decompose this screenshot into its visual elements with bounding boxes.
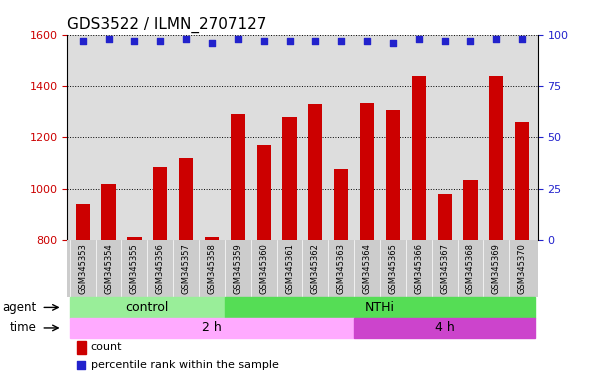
Text: GSM345369: GSM345369 — [492, 243, 501, 294]
Text: GSM345364: GSM345364 — [362, 243, 371, 294]
Text: GSM345363: GSM345363 — [337, 243, 346, 294]
Point — [207, 40, 217, 46]
Bar — [489, 76, 503, 384]
Point — [285, 38, 295, 44]
Bar — [179, 158, 193, 384]
Bar — [309, 104, 323, 384]
Point — [336, 38, 346, 44]
Point — [233, 36, 243, 42]
Point — [155, 38, 165, 44]
Point — [104, 36, 114, 42]
Text: GSM345360: GSM345360 — [259, 243, 268, 294]
Bar — [101, 184, 115, 384]
Point — [310, 38, 320, 44]
Bar — [257, 145, 271, 384]
Text: GSM345358: GSM345358 — [208, 243, 216, 294]
Text: GSM345362: GSM345362 — [311, 243, 320, 294]
Text: GSM345370: GSM345370 — [518, 243, 527, 294]
Text: GSM345355: GSM345355 — [130, 243, 139, 294]
Text: count: count — [90, 342, 122, 352]
Text: control: control — [126, 301, 169, 314]
Point — [440, 38, 450, 44]
Bar — [225, 297, 535, 318]
Bar — [70, 318, 354, 338]
Text: 2 h: 2 h — [202, 321, 222, 334]
Bar — [76, 204, 90, 384]
Point — [181, 36, 191, 42]
Point — [518, 36, 527, 42]
Bar — [360, 103, 374, 384]
Point — [78, 38, 87, 44]
Text: GDS3522 / ILMN_2707127: GDS3522 / ILMN_2707127 — [67, 17, 266, 33]
Bar — [463, 180, 478, 384]
Bar — [76, 341, 86, 354]
Text: GSM345361: GSM345361 — [285, 243, 294, 294]
Text: GSM345357: GSM345357 — [181, 243, 191, 294]
Point — [388, 40, 398, 46]
Text: time: time — [10, 321, 37, 334]
Bar — [153, 167, 167, 384]
Point — [414, 36, 423, 42]
Bar — [231, 114, 245, 384]
Text: GSM345354: GSM345354 — [104, 243, 113, 294]
Point — [426, 284, 436, 290]
Bar — [282, 117, 296, 384]
Text: NTHi: NTHi — [365, 301, 395, 314]
Text: percentile rank within the sample: percentile rank within the sample — [90, 360, 279, 370]
Bar — [386, 110, 400, 384]
Bar — [354, 318, 535, 338]
Bar — [437, 194, 452, 384]
Point — [466, 38, 475, 44]
Text: GSM345353: GSM345353 — [78, 243, 87, 294]
Point — [259, 38, 269, 44]
Text: 4 h: 4 h — [435, 321, 455, 334]
Text: agent: agent — [2, 301, 37, 314]
Bar — [205, 237, 219, 384]
Bar — [412, 76, 426, 384]
Text: GSM345365: GSM345365 — [389, 243, 397, 294]
Text: GSM345367: GSM345367 — [440, 243, 449, 294]
Point — [362, 38, 372, 44]
Bar — [70, 297, 225, 318]
Point — [130, 38, 139, 44]
Bar — [515, 122, 529, 384]
Text: GSM345366: GSM345366 — [414, 243, 423, 294]
Bar — [127, 237, 142, 384]
Text: GSM345368: GSM345368 — [466, 243, 475, 294]
Bar — [334, 169, 348, 384]
Text: GSM345356: GSM345356 — [156, 243, 165, 294]
Point — [491, 36, 501, 42]
Text: GSM345359: GSM345359 — [233, 243, 243, 294]
